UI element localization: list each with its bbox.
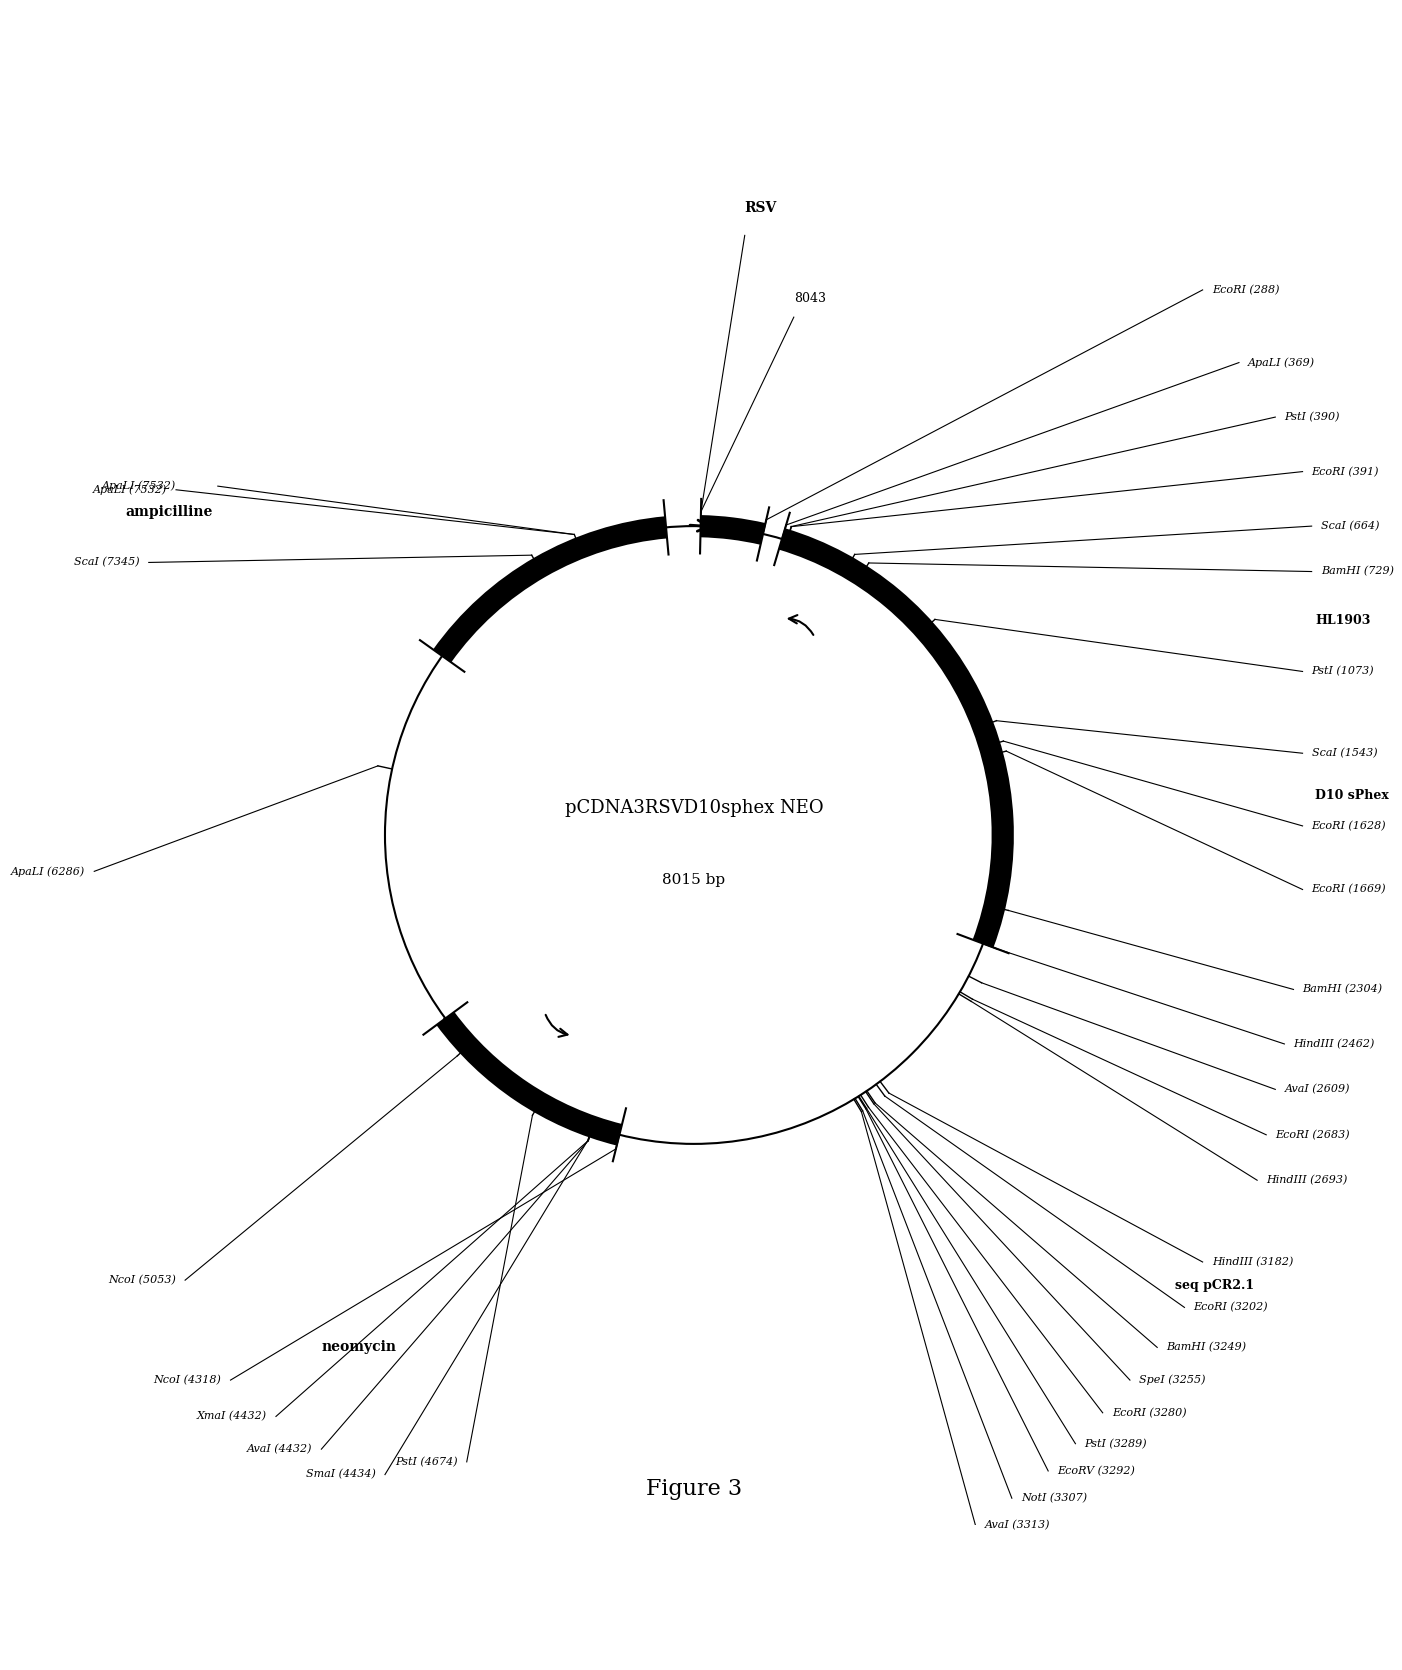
Text: ScaI (7345): ScaI (7345) [74,558,140,568]
Text: EcoRI (1669): EcoRI (1669) [1312,885,1387,895]
Text: NotI (3307): NotI (3307) [1021,1493,1087,1503]
Text: SmaI (4434): SmaI (4434) [306,1470,376,1480]
Text: 8043: 8043 [794,292,826,306]
Text: ApaLI (6286): ApaLI (6286) [11,867,86,877]
Text: seq pCR2.1: seq pCR2.1 [1175,1279,1255,1293]
Text: HL1903: HL1903 [1315,615,1371,628]
Text: PstI (390): PstI (390) [1284,412,1340,423]
Text: ApaLI (369): ApaLI (369) [1248,357,1315,367]
Text: 8015 bp: 8015 bp [662,873,725,887]
Text: EcoRI (1628): EcoRI (1628) [1312,820,1387,832]
Text: BamHI (729): BamHI (729) [1321,566,1394,576]
Text: HindIII (2693): HindIII (2693) [1266,1176,1347,1186]
Text: EcoRI (3280): EcoRI (3280) [1112,1408,1186,1418]
Text: ScaI (1543): ScaI (1543) [1312,748,1377,758]
Text: pCDNA3RSVD10sphex NEO: pCDNA3RSVD10sphex NEO [565,798,823,817]
Text: PstI (3289): PstI (3289) [1085,1438,1147,1450]
Text: AvaI (4432): AvaI (4432) [247,1445,313,1455]
Text: AvaI (2609): AvaI (2609) [1284,1084,1350,1094]
Text: SpeI (3255): SpeI (3255) [1138,1374,1206,1386]
Text: D10 sPhex: D10 sPhex [1315,788,1389,802]
Text: AvaI (3313): AvaI (3313) [984,1520,1050,1531]
Text: EcoRI (2683): EcoRI (2683) [1276,1129,1350,1141]
Text: EcoRI (3202): EcoRI (3202) [1193,1303,1269,1313]
Text: NcoI (4318): NcoI (4318) [154,1374,222,1384]
Text: EcoRV (3292): EcoRV (3292) [1057,1466,1136,1476]
Text: HindIII (3182): HindIII (3182) [1211,1258,1293,1268]
Text: HindIII (2462): HindIII (2462) [1294,1039,1375,1049]
Text: ampicilline: ampicilline [125,504,212,519]
Text: PstI (1073): PstI (1073) [1312,666,1374,676]
Text: BamHI (3249): BamHI (3249) [1166,1343,1246,1353]
Text: XmaI (4432): XmaI (4432) [196,1411,266,1421]
Text: neomycin: neomycin [321,1341,397,1354]
Text: EcoRI (391): EcoRI (391) [1312,466,1380,476]
Text: ScaI (664): ScaI (664) [1321,521,1380,531]
Text: ApaLI (7532): ApaLI (7532) [93,484,167,494]
Text: BamHI (2304): BamHI (2304) [1302,984,1382,995]
Text: RSV: RSV [744,200,777,215]
Text: EcoRI (288): EcoRI (288) [1211,286,1279,296]
Text: ApaLI (7532): ApaLI (7532) [102,481,177,491]
Text: Figure 3: Figure 3 [646,1478,742,1500]
Text: PstI (4674): PstI (4674) [395,1456,457,1466]
Text: NcoI (5053): NcoI (5053) [108,1274,177,1286]
